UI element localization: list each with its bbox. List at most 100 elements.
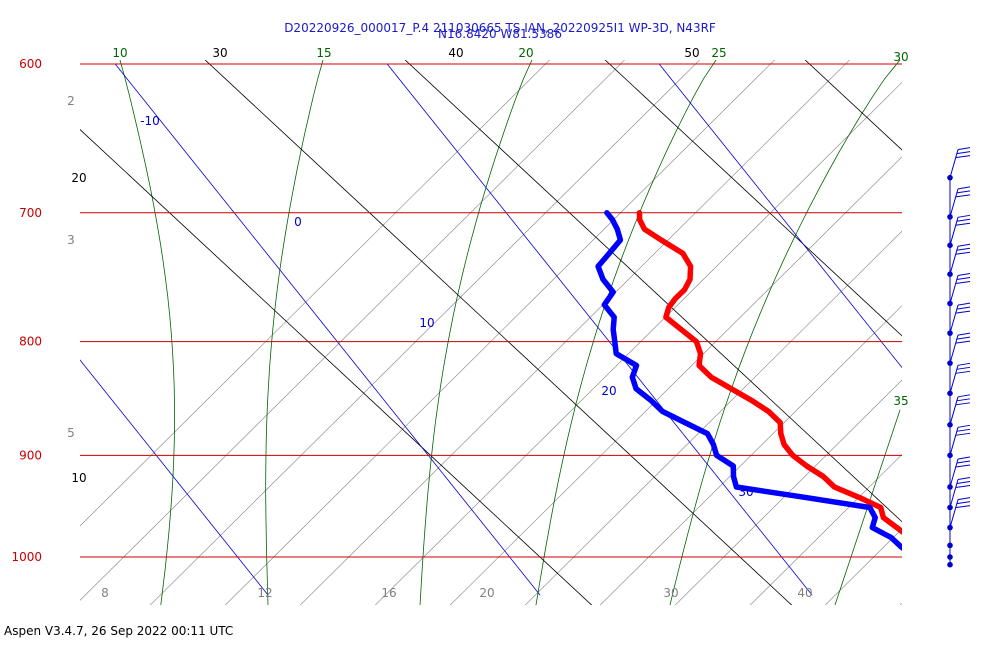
wind-barb-shaft xyxy=(949,334,959,364)
isotherm-label: 20 xyxy=(601,384,616,398)
moist-adiabat xyxy=(669,60,901,605)
dry-adiabat xyxy=(80,128,593,605)
moist-adiabat-lines xyxy=(119,60,901,605)
dry-adiabat-label: 50 xyxy=(684,46,699,60)
wind-barb-flag xyxy=(956,218,971,222)
chart-subtitle: N16.8420 W81.5386 xyxy=(438,27,562,41)
wind-barb-flag xyxy=(955,222,971,226)
wind-barb-shaft xyxy=(949,396,959,425)
wind-barb-shaft xyxy=(949,275,959,304)
wind-barb xyxy=(947,497,971,531)
dry-adiabat xyxy=(204,60,793,605)
wind-barb xyxy=(947,243,971,277)
isobar-label-1000: 1000 xyxy=(11,550,42,564)
moist-adiabat xyxy=(119,60,175,605)
wind-barb-shaft xyxy=(949,499,959,528)
mixing-ratio-line xyxy=(524,230,902,605)
mixing-ratio-label: 40 xyxy=(797,586,812,600)
wind-barb-shaft xyxy=(949,246,959,275)
dry-adiabat xyxy=(404,60,902,523)
wind-barb-flag xyxy=(956,151,971,155)
wind-barb-flag xyxy=(957,302,971,306)
mixing-ratio-line xyxy=(149,60,700,605)
dry-adiabat-label: 10 xyxy=(71,471,86,485)
wind-barb xyxy=(947,424,971,459)
wind-barb-flag xyxy=(957,147,971,151)
isobar-label-800: 800 xyxy=(19,335,42,349)
mixing-ratio-line xyxy=(449,156,902,605)
dewpoint-profile xyxy=(595,210,902,551)
wind-barb xyxy=(947,214,971,249)
isobar-lines xyxy=(80,63,902,558)
wind-barb-flag xyxy=(956,501,971,505)
wind-barb xyxy=(947,302,971,336)
mixing-ratio-line xyxy=(824,528,902,605)
wind-barb-flag xyxy=(955,281,971,284)
wind-barb xyxy=(947,332,971,366)
mixing-ratio-label: 12 xyxy=(257,586,272,600)
wind-barb-flag xyxy=(956,190,971,194)
wind-barbs xyxy=(947,147,971,568)
moist-adiabat-label: 30 xyxy=(893,50,908,64)
dry-adiabat-label: 20 xyxy=(71,171,86,185)
wind-barb-flag xyxy=(957,332,971,336)
moist-adiabat-label: 15 xyxy=(316,46,331,60)
moist-adiabat-label: 25 xyxy=(711,46,726,60)
mixing-ratio-line xyxy=(299,60,850,605)
line-labels: 600 700 800 900 1000 -10 0 10 20 30 30 40 50 20 10 10 15… xyxy=(11,46,908,600)
wind-barb-dot xyxy=(947,542,953,549)
wind-barb-shaft xyxy=(949,149,959,178)
mixing-ratio-label: 16 xyxy=(381,586,396,600)
wind-barb xyxy=(947,477,971,511)
mixing-ratio-label: 8 xyxy=(101,586,109,600)
wind-barb-flag xyxy=(956,481,971,484)
wind-barb xyxy=(947,362,971,397)
wind-barb-flag xyxy=(956,398,971,402)
isotherm-10 xyxy=(386,63,813,596)
moist-adiabat-label: 20 xyxy=(518,46,533,60)
wind-barb xyxy=(947,186,971,220)
wind-barb-flag xyxy=(955,485,971,488)
wind-barb-flag xyxy=(957,394,971,398)
isotherm-0 xyxy=(114,63,541,596)
dry-adiabat-label: 40 xyxy=(448,46,463,60)
chart-title: D20220926_000017_P.4 211030665 TS IAN, 2… xyxy=(284,21,716,35)
dry-adiabat xyxy=(804,60,902,151)
wind-barb xyxy=(947,273,971,307)
wind-barb-flag xyxy=(955,310,971,314)
mixing-ratio-line xyxy=(899,602,902,605)
mixing-ratio-line xyxy=(224,60,775,605)
wind-barb-flag xyxy=(956,277,971,280)
wind-barb-shaft xyxy=(949,479,959,508)
wind-barb xyxy=(947,394,971,428)
isotherm-20 xyxy=(658,63,902,369)
wind-barb xyxy=(947,147,971,181)
wind-barb-flag xyxy=(957,424,971,428)
isotherm-label: -10 xyxy=(140,114,160,128)
temperature-profile xyxy=(636,210,902,535)
isotherm-30 xyxy=(931,64,1000,595)
isobar-label-600: 600 xyxy=(19,57,42,71)
wind-barb-dot xyxy=(947,561,953,568)
mixing-ratio-line xyxy=(80,60,550,527)
wind-barb-flag xyxy=(955,432,971,436)
wind-barb-flag xyxy=(956,306,971,310)
wind-barb xyxy=(947,554,953,560)
wind-barb-dot xyxy=(947,300,953,307)
isotherm--10 xyxy=(80,359,269,596)
wind-barb-flag xyxy=(956,428,971,432)
mixing-ratio-label: 30 xyxy=(663,586,678,600)
wind-barb-shaft xyxy=(949,365,959,394)
isotherm-label: 10 xyxy=(419,316,434,330)
wind-barb-flag xyxy=(955,155,971,159)
wind-barb-flag xyxy=(957,273,971,276)
wind-barb-shaft xyxy=(949,188,959,218)
wind-barb-flag xyxy=(956,366,971,370)
wind-barb-dot xyxy=(947,484,953,490)
isotherm-label: 0 xyxy=(294,215,302,229)
wind-barb-flag xyxy=(955,370,971,374)
dry-adiabat xyxy=(604,60,902,337)
mixing-ratio-label: 3 xyxy=(67,233,75,247)
mixing-ratio-line xyxy=(374,81,902,605)
